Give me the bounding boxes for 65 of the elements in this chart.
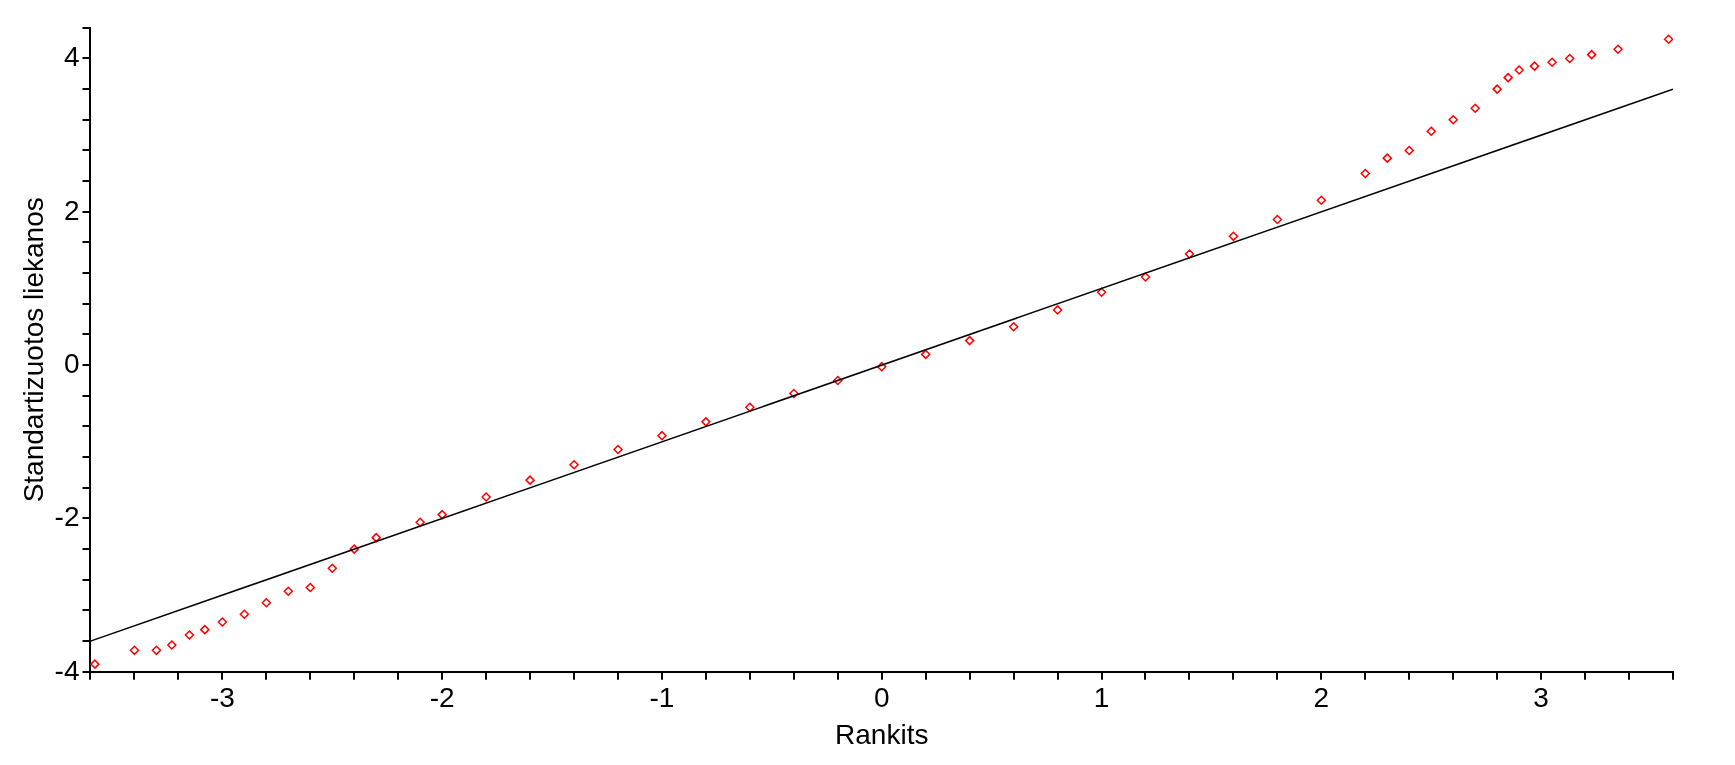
point: [371, 532, 381, 543]
point: [657, 430, 667, 441]
point: [437, 509, 447, 520]
point: [1547, 57, 1557, 68]
point: [1503, 72, 1513, 83]
point: [833, 375, 843, 386]
y-axis-title: Standartizuotos liekanos: [17, 197, 49, 503]
point: [217, 617, 228, 627]
point: [877, 361, 887, 372]
point: [613, 444, 623, 455]
y-tick-label: -4: [54, 654, 80, 686]
point: [167, 640, 177, 650]
point: [1052, 305, 1063, 315]
x-tick-label: 2: [1313, 682, 1330, 714]
point: [1613, 44, 1623, 55]
x-tick-label: -3: [209, 682, 235, 714]
point: [1404, 145, 1414, 156]
point: [184, 630, 195, 640]
point: [1470, 103, 1480, 114]
point: [283, 586, 294, 597]
point: [239, 609, 250, 620]
point: [481, 492, 491, 502]
point: [1448, 115, 1458, 125]
point: [1272, 214, 1283, 225]
x-tick-label: -1: [649, 682, 675, 714]
point: [305, 582, 316, 593]
point: [525, 475, 535, 485]
y-tick-label: -2: [54, 501, 80, 533]
point: [964, 335, 975, 346]
point: [1529, 61, 1540, 71]
point: [1184, 249, 1195, 259]
point: [1586, 49, 1597, 60]
point: [1663, 34, 1673, 45]
y-tick-label: 4: [63, 41, 80, 73]
point: [1096, 287, 1107, 298]
point: [1140, 272, 1151, 282]
point: [151, 645, 162, 656]
point: [90, 659, 100, 669]
x-tick-label: 1: [1093, 682, 1110, 714]
point: [1316, 195, 1327, 206]
point: [1426, 126, 1436, 137]
x-tick-label: 0: [873, 682, 890, 714]
point: [349, 544, 359, 554]
point: [1564, 53, 1575, 64]
point: [1492, 84, 1502, 94]
point: [327, 563, 338, 574]
point: [701, 417, 711, 427]
y-tick-label: 0: [63, 347, 80, 379]
point: [261, 598, 272, 608]
point: [415, 517, 425, 528]
point: [1228, 231, 1239, 242]
y-tick-label: 2: [63, 194, 80, 226]
point: [920, 349, 931, 360]
point: [200, 624, 210, 635]
x-axis-title: Rankits: [835, 718, 929, 750]
point: [569, 460, 579, 470]
x-tick-label: -2: [429, 682, 455, 714]
point: [1008, 322, 1019, 332]
point: [129, 645, 140, 656]
point: [1514, 65, 1524, 75]
point: [1360, 168, 1371, 179]
x-tick-label: 3: [1533, 682, 1549, 714]
point: [745, 402, 755, 413]
point: [789, 388, 799, 399]
point: [1382, 153, 1393, 163]
